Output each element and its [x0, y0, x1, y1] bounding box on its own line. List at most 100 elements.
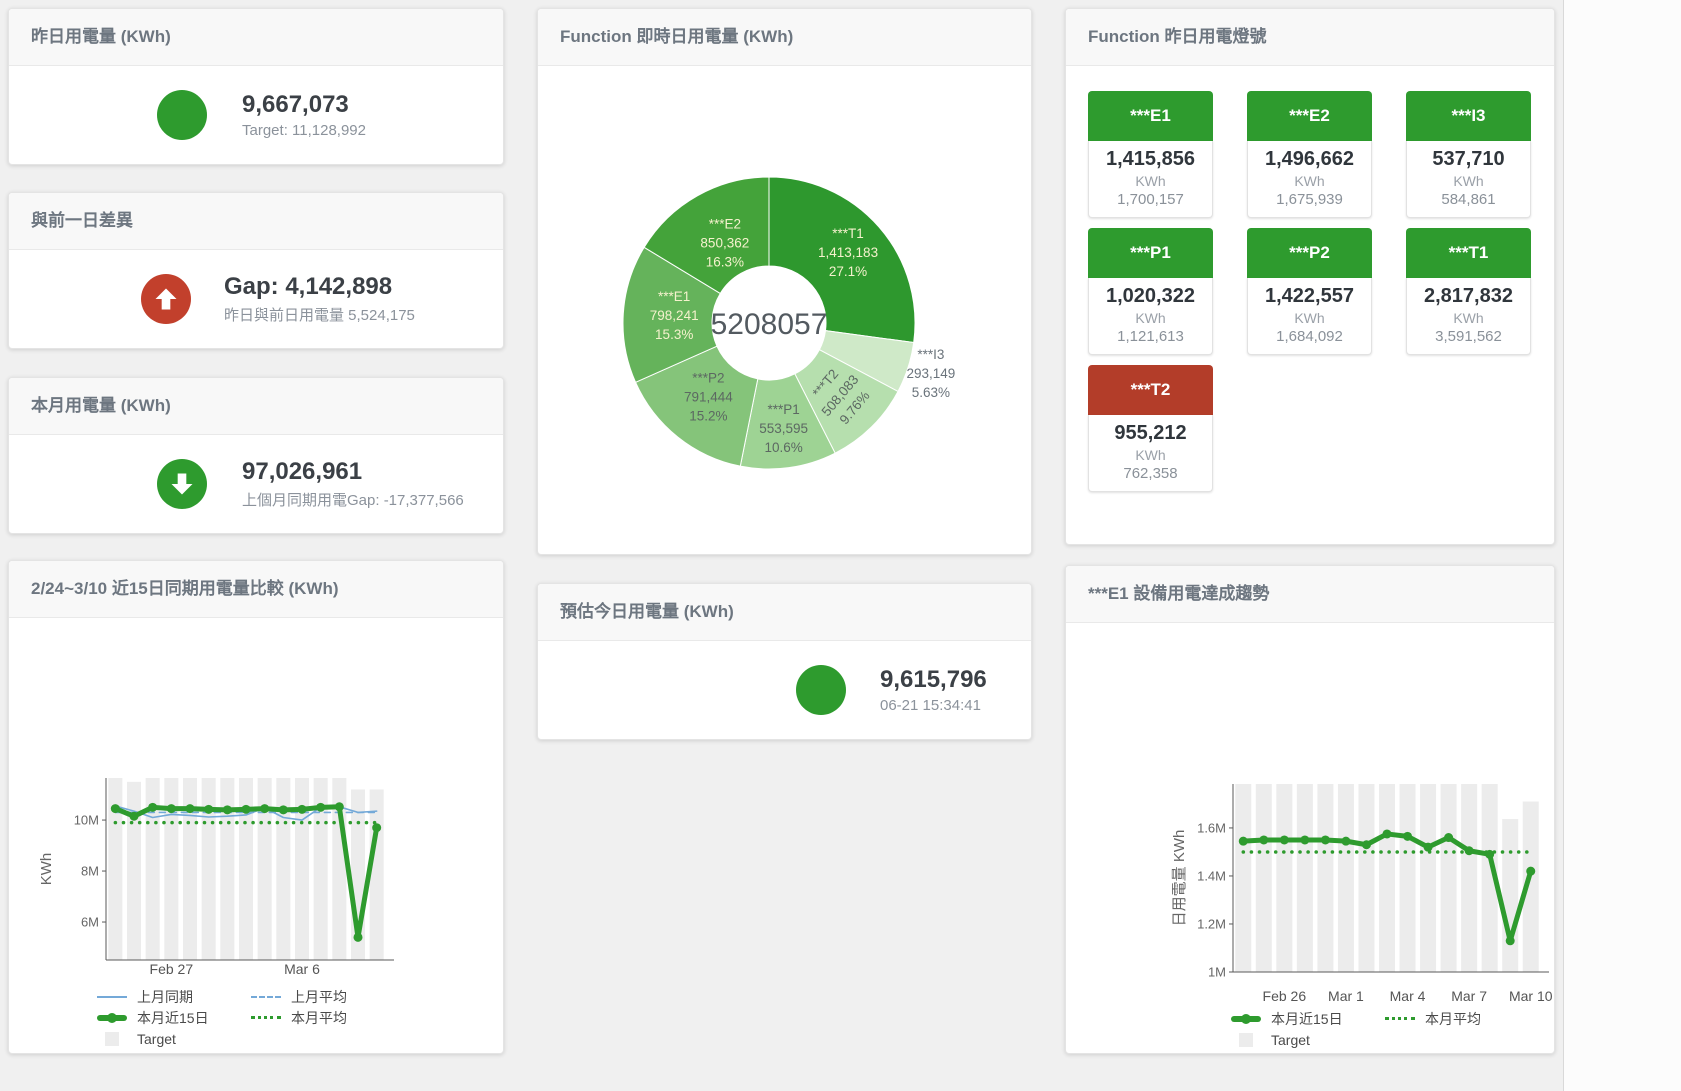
series-point [1382, 829, 1392, 839]
tile-target: 1,700,157 [1117, 191, 1184, 208]
target-bar [108, 778, 123, 960]
tile-value: 2,817,832 [1424, 285, 1513, 307]
legend-item-Target[interactable]: Target [97, 1031, 251, 1047]
legend-item-本月近15日[interactable]: 本月近15日 [97, 1008, 251, 1028]
series-point [297, 804, 307, 814]
kpi-value: Gap: 4,142,898 [224, 273, 393, 301]
legend-item-本月近15日[interactable]: 本月近15日 [1231, 1009, 1385, 1029]
tile-status-header: ***E1 [1088, 91, 1213, 141]
target-bar [1296, 784, 1313, 972]
tile-value: 1,496,662 [1265, 148, 1354, 170]
status-tile-T2: ***T2 955,212 KWh 762,358 [1088, 365, 1213, 492]
status-circle-icon [157, 90, 207, 140]
tile-status-header: ***P2 [1247, 228, 1372, 278]
card-title: ***E1 設備用電達成趨勢 [1066, 566, 1554, 623]
target-bar [1461, 784, 1478, 972]
y-axis-tick: 1.4M [1197, 868, 1226, 883]
tile-status-header: ***E2 [1247, 91, 1372, 141]
x-axis-tick: Mar 4 [1390, 988, 1426, 1004]
compare-line-chart: 6M 8M 10M Feb 27 Mar 6 KWh [38, 778, 394, 977]
status-tile-P2: ***P2 1,422,557 KWh 1,684,092 [1247, 228, 1372, 355]
legend-item-Target[interactable]: Target [1231, 1032, 1385, 1048]
series-point [278, 805, 288, 815]
tile-unit: KWh [1135, 447, 1166, 463]
tile-value: 1,422,557 [1265, 285, 1354, 307]
legend-item-上月平均[interactable]: 上月平均 [251, 987, 405, 1007]
x-axis-tick: Mar 10 [1509, 988, 1552, 1004]
tile-status-header: ***T2 [1088, 365, 1213, 415]
x-axis-tick: Feb 26 [1263, 988, 1307, 1004]
tile-value: 537,710 [1432, 148, 1505, 170]
target-bar [127, 781, 141, 960]
legend-swatch [1231, 1013, 1261, 1024]
status-circle-icon [796, 665, 846, 715]
donut-center-total: 5208057 [711, 308, 828, 341]
card-yesterday-usage: 昨日用電量 (KWh) 9,667,073 Target: 11,128,992 [8, 8, 504, 165]
card-title: 預估今日用電量 (KWh) [538, 584, 1031, 641]
x-axis-tick: Feb 27 [150, 961, 194, 977]
target-bar [1255, 784, 1272, 972]
y-axis-label: 日用電量 KWh [1171, 830, 1188, 927]
series-point [110, 804, 120, 814]
series-point [1300, 835, 1310, 845]
donut-slice-P2[interactable] [634, 345, 759, 467]
y-axis-tick: 10M [74, 813, 99, 828]
e1-trend-line-chart: 1M 1.2M 1.4M 1.6M Feb 26 Mar 1 Mar 4 Mar 7 Mar 1… [1171, 784, 1552, 1004]
series-point [372, 823, 382, 833]
legend-swatch [251, 1016, 281, 1019]
series-point [1444, 833, 1454, 843]
legend-swatch [97, 995, 127, 998]
donut-slice-label: ***E2 850,362 16.3% [700, 217, 749, 270]
donut-slice-label: ***E1 798,241 15.3% [650, 289, 699, 342]
legend-label: 上月同期 [137, 988, 193, 1005]
legend-item-上月同期[interactable]: 上月同期 [97, 987, 251, 1007]
series-point [166, 804, 176, 814]
tile-status-header: ***P1 [1088, 228, 1213, 278]
series-point [334, 802, 344, 812]
tile-value: 955,212 [1114, 422, 1187, 444]
x-axis-tick: Mar 7 [1451, 988, 1487, 1004]
status-tile-T1: ***T1 2,817,832 KWh 3,591,562 [1406, 228, 1531, 355]
tile-value: 1,020,322 [1106, 285, 1195, 307]
legend-swatch [105, 1031, 119, 1046]
target-bar [369, 789, 384, 960]
donut-slice-T1[interactable] [768, 176, 916, 344]
legend-item-本月平均[interactable]: 本月平均 [1385, 1009, 1539, 1029]
card-estimate-today: 預估今日用電量 (KWh) 9,615,796 06-21 15:34:41 [537, 583, 1032, 740]
status-tiles-grid: ***E1 1,415,856 KWh 1,700,157 ***E2 1,496,662… [1066, 66, 1554, 492]
legend-label: 本月近15日 [137, 1009, 209, 1026]
page-right-gutter [1563, 0, 1681, 1091]
target-bar [1502, 819, 1519, 972]
series-point [222, 805, 232, 815]
y-axis-tick: 1M [1208, 965, 1226, 980]
target-bar [1379, 784, 1395, 972]
trend-chart-legend: 本月近15日 本月平均 Target [1231, 1008, 1539, 1050]
x-axis-tick: Mar 1 [1328, 988, 1364, 1004]
donut-slice-E1[interactable] [622, 246, 721, 383]
tile-unit: KWh [1294, 173, 1325, 189]
card-15day-compare-chart: 2/24~3/10 近15日同期用電量比較 (KWh) 6M 8M 10M Feb 2… [8, 560, 504, 1054]
legend-label: 本月平均 [1425, 1010, 1481, 1027]
target-bar [239, 778, 253, 960]
tile-target: 1,121,613 [1117, 328, 1184, 345]
series-point [1279, 835, 1289, 845]
target-bar [1440, 784, 1457, 972]
card-day-gap: 與前一日差異 Gap: 4,142,898 昨日與前日用電量 5,524,175 [8, 192, 504, 349]
legend-label: 本月平均 [291, 1009, 347, 1026]
status-tile-E2: ***E2 1,496,662 KWh 1,675,939 [1247, 91, 1372, 218]
tile-unit: KWh [1294, 310, 1325, 326]
series-point [129, 811, 139, 821]
target-bar [164, 778, 179, 960]
compare-chart-legend: 上月同期 上月平均本月近15日 本月平均 Target [97, 986, 405, 1049]
donut-slice-E2[interactable] [643, 176, 770, 295]
realtime-donut-chart: ***T1 1,413,183 27.1%***I3 293,149 5.63%***T… [622, 176, 955, 470]
tile-target: 584,861 [1441, 191, 1496, 208]
series-point [1361, 840, 1371, 850]
target-bar [1522, 801, 1539, 972]
legend-item-本月平均[interactable]: 本月平均 [251, 1008, 405, 1028]
status-tile-E1: ***E1 1,415,856 KWh 1,700,157 [1088, 91, 1213, 218]
kpi-value: 9,667,073 [242, 91, 349, 119]
donut-slice-label: ***I3 293,149 5.63% [906, 347, 955, 400]
legend-swatch [1385, 1017, 1415, 1020]
legend-label: 本月近15日 [1271, 1010, 1343, 1027]
